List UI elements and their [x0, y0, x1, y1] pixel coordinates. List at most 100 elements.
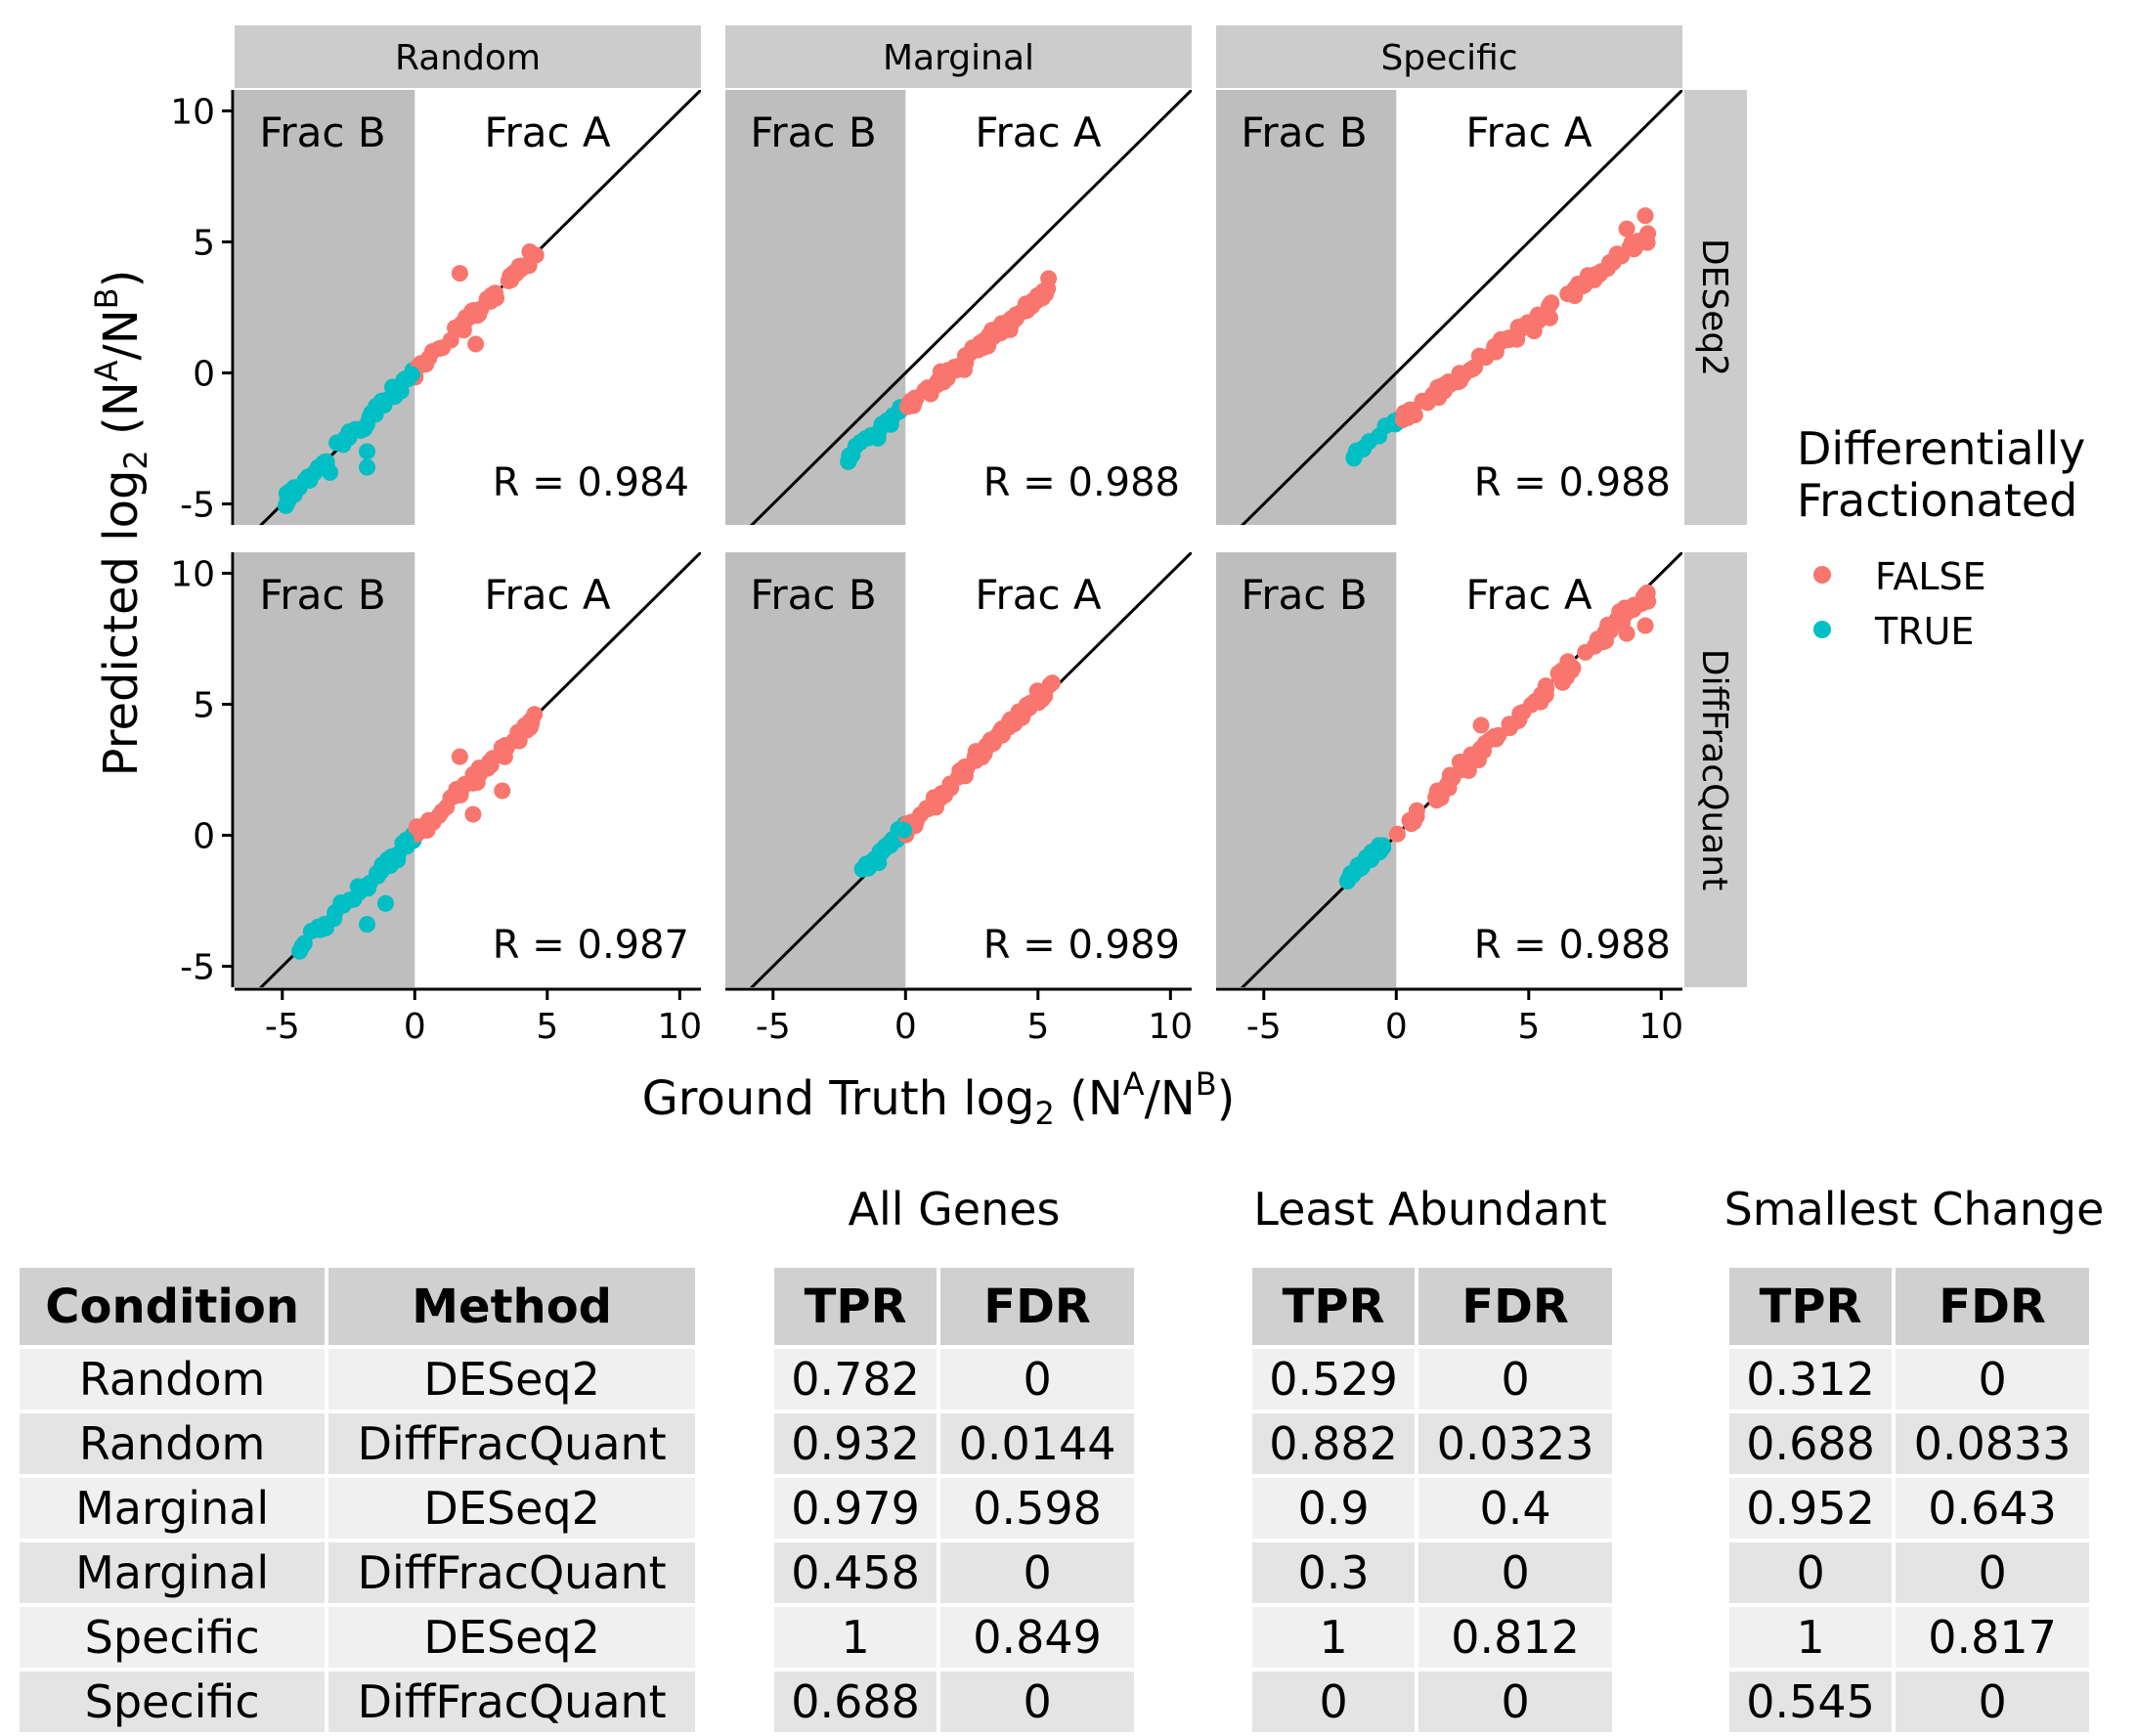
- table-row: 0.688 0.0833: [1724, 1410, 2093, 1478]
- point-true: [312, 919, 329, 936]
- point-false: [451, 748, 468, 765]
- metric-cell: 0.952: [1724, 1474, 1896, 1542]
- point-false: [482, 292, 500, 310]
- condition-method-cell: DESeq2: [325, 1345, 699, 1413]
- point-false: [983, 322, 1001, 339]
- point-false: [451, 265, 468, 282]
- x-tick-label: 0: [1385, 1007, 1408, 1047]
- frac-a-label: Frac A: [1465, 571, 1592, 619]
- metric-cell: 0: [1415, 1539, 1616, 1607]
- point-false: [1388, 825, 1406, 843]
- metric-cell: 1: [1724, 1603, 1896, 1671]
- frac-b-label: Frac B: [1241, 108, 1367, 156]
- point-true: [328, 434, 346, 452]
- point-false: [513, 259, 531, 277]
- table-row: 1 0.812: [1247, 1603, 1616, 1671]
- x-tick-label: -5: [756, 1007, 791, 1047]
- x-axis-label: Ground Truth log: [642, 1071, 1035, 1126]
- metric-cell: 0.3: [1247, 1539, 1419, 1607]
- x-tick-label: 10: [657, 1007, 702, 1047]
- metric-cell: 0.9: [1247, 1474, 1419, 1542]
- condition-method-cell: DESeq2: [325, 1603, 699, 1671]
- y-axis-sup-b: B: [88, 287, 125, 309]
- y-tick-label: 5: [193, 685, 215, 725]
- panel-random-difffracquant: Frac B Frac A R = 0.987: [235, 552, 701, 987]
- legend-key-true: [1813, 621, 1831, 638]
- metric-cell: 0.849: [937, 1603, 1138, 1671]
- point-false: [494, 782, 511, 800]
- point-false: [464, 805, 482, 823]
- point-false: [1492, 330, 1509, 348]
- point-true: [1345, 450, 1363, 467]
- point-true: [872, 843, 890, 860]
- metric-cell: 1: [1247, 1603, 1419, 1671]
- point-true: [359, 443, 376, 460]
- point-false: [957, 354, 975, 371]
- point-false: [1512, 320, 1530, 337]
- point-false: [1017, 295, 1034, 313]
- point-true: [359, 916, 376, 933]
- y-axis-ratio-slash: /N: [94, 309, 149, 360]
- metric-cell: 0.817: [1892, 1603, 2093, 1671]
- point-false: [973, 749, 990, 766]
- metric-cell: 0: [1892, 1345, 2093, 1413]
- y-tick-label: 5: [193, 223, 215, 263]
- table-title-smallest-change: Smallest Change: [1723, 1183, 2105, 1236]
- point-true: [327, 904, 344, 921]
- table-row: Random DiffFracQuant: [15, 1410, 699, 1478]
- frac-b-label: Frac B: [1241, 571, 1367, 619]
- point-false: [1514, 704, 1532, 721]
- point-false: [1040, 270, 1058, 287]
- strips-layer: Random Marginal Specific DESeq2 DiffFracQuan…: [235, 25, 1747, 987]
- x-axis-ratio-close: ): [1217, 1071, 1236, 1126]
- point-true: [359, 458, 376, 476]
- point-true: [403, 366, 420, 383]
- point-true: [397, 831, 414, 848]
- point-false: [935, 784, 952, 802]
- condition-method-cell: Marginal: [15, 1539, 329, 1607]
- correlation-label: R = 0.984: [493, 460, 689, 505]
- column-strip-label: Random: [395, 38, 541, 78]
- point-false: [516, 716, 534, 734]
- x-axis-ratio-slash: /N: [1145, 1071, 1196, 1126]
- point-true: [1358, 848, 1374, 866]
- correlation-label: R = 0.989: [983, 923, 1180, 968]
- metric-cell: 0: [937, 1539, 1138, 1607]
- point-true: [340, 423, 358, 441]
- point-false: [521, 243, 539, 260]
- point-false: [957, 767, 974, 785]
- point-true: [841, 447, 858, 464]
- point-true: [1342, 865, 1360, 883]
- point-true: [277, 497, 294, 514]
- frac-a-label: Frac A: [484, 571, 611, 619]
- table-row: 1 0.817: [1724, 1603, 2093, 1671]
- metric-header-fdr: FDR: [937, 1264, 1138, 1349]
- table-title-least-abundant: Least Abundant: [1253, 1183, 1607, 1236]
- point-false: [1441, 766, 1459, 784]
- point-true: [293, 937, 311, 955]
- point-false: [1472, 716, 1490, 734]
- point-false: [972, 338, 989, 356]
- metric-cell: 0.782: [769, 1345, 941, 1413]
- metric-cell: 0.688: [1724, 1410, 1896, 1478]
- column-strip: [235, 25, 701, 88]
- point-false: [468, 773, 486, 791]
- column-strip-label: Specific: [1380, 38, 1517, 78]
- table-row: 0.3 0: [1247, 1539, 1616, 1607]
- table-row: 0.952 0.643: [1724, 1474, 2093, 1542]
- x-tick-label: 5: [536, 1007, 558, 1047]
- point-true: [366, 406, 383, 423]
- point-false: [1566, 280, 1584, 297]
- y-tick-label: -5: [180, 486, 215, 526]
- x-tick-label: 0: [404, 1007, 426, 1047]
- point-false: [1631, 233, 1648, 250]
- metric-cell: 0.688: [769, 1668, 941, 1736]
- y-axis-label: Predicted log: [94, 470, 149, 777]
- axes-layer: -5 0 5 10 -5 0 5 10 -5 0 5 10 -5 0 5 10 -5 0 5 10: [170, 90, 1683, 1047]
- faceted-scatter-figure: Frac B Frac A R = 0.984 Frac B Frac A R = 0.9…: [88, 25, 2085, 1132]
- point-false: [1618, 220, 1635, 238]
- point-false: [1608, 245, 1626, 263]
- y-tick-label: 0: [193, 355, 215, 395]
- row-strip-label: DESeq2: [1694, 239, 1734, 376]
- point-false: [465, 302, 483, 319]
